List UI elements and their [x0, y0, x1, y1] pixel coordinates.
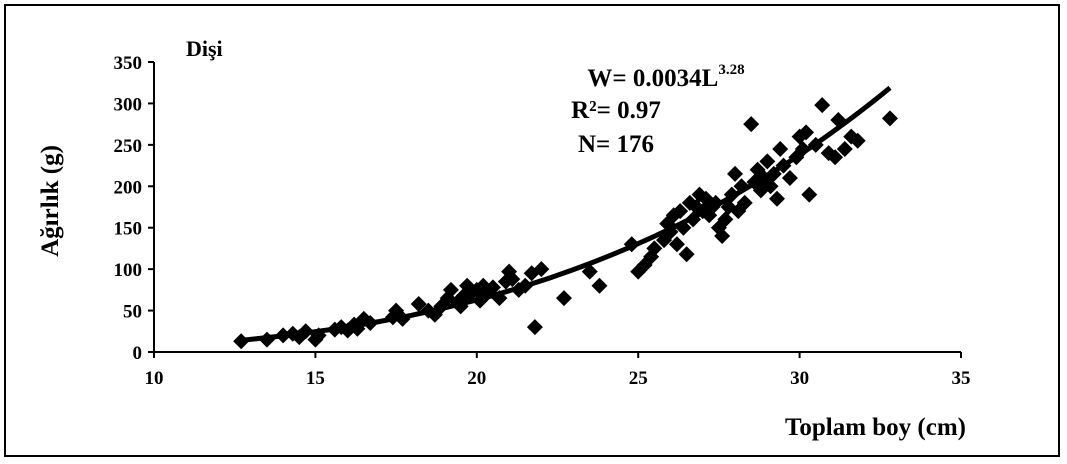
y-axis-title: Ağırlık (g)	[37, 145, 64, 257]
x-tick-label: 35	[952, 368, 971, 389]
data-point	[646, 240, 663, 257]
data-point	[727, 165, 744, 182]
sample-size-label: N= 176	[578, 131, 654, 158]
data-point	[533, 261, 550, 278]
data-point	[504, 271, 521, 288]
y-tick-label: 250	[114, 136, 143, 157]
data-point	[759, 153, 776, 170]
data-point	[772, 141, 789, 157]
y-tick-label: 100	[114, 260, 143, 281]
x-tick-label: 15	[306, 368, 325, 389]
data-point	[672, 203, 689, 220]
data-point	[714, 228, 731, 244]
data-point	[769, 190, 786, 207]
y-tick-label: 200	[114, 177, 143, 198]
equation-prefix: W= 0.0034L	[587, 65, 718, 92]
x-tick-label: 10	[145, 368, 164, 389]
data-point	[442, 281, 459, 298]
data-point	[743, 116, 760, 133]
chart-frame: 0 50 100 150 200 250 300 350 10 15 20 25 30 35 Dişi W…	[4, 4, 1060, 457]
data-point	[781, 170, 798, 186]
data-point	[736, 194, 753, 211]
y-tick-label: 150	[114, 219, 143, 240]
scatter-chart: 0 50 100 150 200 250 300 350 10 15 20 25 30 35 Dişi W…	[37, 36, 971, 441]
data-point	[484, 279, 501, 296]
equation-exponent: 3.28	[718, 62, 744, 78]
equation-label: W= 0.0034L3.28	[587, 62, 744, 92]
y-tick-label: 350	[114, 53, 143, 74]
data-point	[678, 246, 695, 263]
data-point	[233, 333, 250, 350]
data-point	[836, 141, 853, 157]
data-point	[410, 295, 427, 312]
data-point	[798, 124, 815, 141]
data-point	[668, 236, 685, 253]
data-points	[233, 97, 898, 350]
y-tick-label: 300	[114, 94, 143, 115]
x-tick-label: 25	[629, 368, 648, 389]
data-point	[762, 178, 779, 195]
data-point	[881, 110, 898, 127]
data-point	[526, 319, 543, 336]
data-point	[591, 277, 608, 294]
data-point	[717, 211, 734, 228]
tick-labels: 0 50 100 150 200 250 300 350 10 15 20 25 30 35	[114, 53, 971, 389]
axes	[148, 61, 962, 358]
data-point	[849, 132, 866, 149]
data-point	[801, 186, 818, 203]
data-point	[827, 149, 844, 166]
x-axis-title: Toplam boy (cm)	[785, 414, 966, 441]
trend-line	[240, 85, 892, 343]
y-tick-label: 50	[123, 302, 142, 323]
chart-subtitle: Dişi	[186, 36, 223, 61]
y-tick-label: 0	[133, 343, 143, 364]
x-tick-label: 30	[790, 368, 809, 389]
x-tick-label: 20	[467, 368, 486, 389]
data-point	[814, 97, 831, 114]
data-point	[555, 290, 572, 307]
r-squared-label: R²= 0.97	[571, 97, 661, 124]
